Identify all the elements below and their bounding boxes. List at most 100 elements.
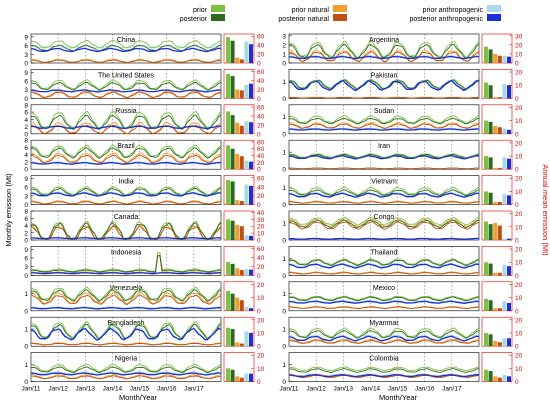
right-tick-label-bangladesh: 20 [257,317,265,324]
right-tick-label-vietnam: 20 [515,176,523,183]
annual-bar-posterior-anthropogenic-bangladesh [249,333,253,347]
right-tick-label-china: 40 [257,43,265,50]
annual-bar-posterior-anthropogenic-pakistan [507,85,511,99]
x-axis-label-left: Month/Year [119,393,158,402]
annual-bar-posterior-anthropogenic-sudan [507,129,511,134]
annual-bar-prior-venezuela [226,291,230,311]
annual-bar-prior-anthropogenic-brazil [244,160,249,170]
panel-indonesia: 0 36 9 0 20 40 60 Indonesia [24,246,265,280]
panel-title-thailand: Thailand [371,249,398,256]
annual-bar-posterior-natural-india [239,201,244,205]
series-posterior-the-united-states [31,81,222,91]
annual-bar-prior-natural-canada [235,224,240,240]
right-tick-label-the-united-states: 0 [257,96,261,103]
ytick-label-myanmar: 1 [282,327,286,334]
ytick-label-nigeria: 0 [24,379,28,386]
annual-bar-posterior-anthropogenic-thailand [507,266,511,276]
ytick-label-brazil: 8 [24,138,28,145]
annual-bar-posterior-anthropogenic-indonesia [249,269,253,276]
series-prior-mexico [288,295,480,301]
annual-bar-prior-natural-congo [493,222,498,240]
panel-title-argentina: Argentina [369,37,399,44]
panel-title-bangladesh: Bangladesh [108,320,145,327]
right-tick-label-thailand: 0 [515,273,519,280]
ytick-label-argentina: 0 [282,61,286,68]
panel-title-colombia: Colombia [369,356,399,363]
series-posterior-indonesia [31,255,222,273]
annual-bar-posterior-mexico [488,300,493,311]
right-tick-label-china: 60 [257,34,265,41]
right-tick-label-bangladesh: 0 [257,344,261,351]
right-tick-label-pakistan: 10 [515,83,523,90]
right-tick-label-venezuela: 0 [257,308,261,315]
annual-bar-posterior-natural-colombia [497,377,502,382]
series-posterior-natural-congo [288,221,480,230]
annual-bar-posterior-canada [230,220,235,240]
right-tick-label-russia: 20 [257,122,265,129]
monthly-frame-bangladesh [30,316,222,347]
ytick-label-congo: 0 [282,238,286,245]
ytick-label-china: 0 [24,61,28,68]
panel-title-the-united-states: The United States [98,72,155,79]
series-prior-canada [30,220,222,241]
ytick-label-indonesia: 0 [24,273,28,280]
series-posterior-sudan [289,117,480,125]
series-prior-iran [288,153,480,158]
annual-bar-prior-india [226,180,230,205]
right-tick-label-nigeria: 0 [257,379,261,386]
ytick-label-mexico: 1 [282,291,286,298]
annual-bar-prior-colombia [484,369,488,382]
annual-bar-prior-anthropogenic-india [244,184,249,205]
panel-title-vietnam: Vietnam [371,179,397,186]
panel-title-sudan: Sudan [374,108,394,115]
annual-bar-posterior-china [230,40,235,63]
series-prior-natural-china [30,58,222,63]
series-prior-natural-brazil [30,152,222,164]
legend-prior-natural-swatch [333,5,347,12]
monthly-frame-congo [288,210,480,241]
series-posterior-natural-venezuela [30,294,222,305]
right-tick-label-indonesia: 60 [257,246,265,253]
series-posterior-natural-the-united-states [30,91,222,99]
right-tick-label-vietnam: 10 [515,189,523,196]
series-prior-natural-sudan [288,121,480,129]
right-tick-label-indonesia: 20 [257,264,265,271]
series-posterior-anthropogenic-canada [31,237,222,240]
series-posterior-natural-argentina [288,51,480,63]
series-posterior-anthropogenic-sudan [288,128,480,131]
annual-bar-prior-canada [226,219,230,240]
series-prior-natural-the-united-states [30,90,222,98]
ytick-label-china: 9 [24,34,28,41]
annual-bar-posterior-natural-china [239,59,244,63]
annual-bar-posterior-anthropogenic-russia [249,122,253,134]
right-tick-label-the-united-states: 20 [257,87,265,94]
xtick-label-nigeria: Jan/11 [21,386,40,393]
series-posterior-anthropogenic-argentina [288,55,480,60]
annual-bar-prior-nigeria [226,368,230,382]
annual-bar-posterior-brazil [230,148,235,170]
annual-bar-prior-anthropogenic-colombia [502,375,507,382]
annual-bar-posterior-natural-thailand [497,272,502,276]
annual-bar-prior-natural-pakistan [493,97,498,99]
series-posterior-natural-bangladesh [30,342,222,346]
ytick-label-iran: 0 [282,167,286,174]
ytick-label-russia: 8 [24,102,28,109]
legend-prior-swatch [211,5,225,12]
ytick-label-colombia: 0 [282,379,286,386]
panel-china: 0 3 6 9 0 20 40 60 China [24,33,265,68]
ytick-label-brazil: 4 [24,152,28,159]
panel-title-indonesia: Indonesia [111,249,141,256]
annual-bar-prior-anthropogenic-russia [244,121,249,134]
annual-frame-the-united-states [223,69,255,99]
annual-bar-prior-natural-indonesia [235,268,240,276]
annual-bar-posterior-anthropogenic-china [249,44,253,63]
annual-bar-posterior-venezuela [230,293,235,311]
legend-posterior-natural-label: posterior natural [278,16,329,23]
annual-bar-posterior-colombia [488,371,493,382]
annual-bar-prior-natural-argentina [493,53,498,63]
